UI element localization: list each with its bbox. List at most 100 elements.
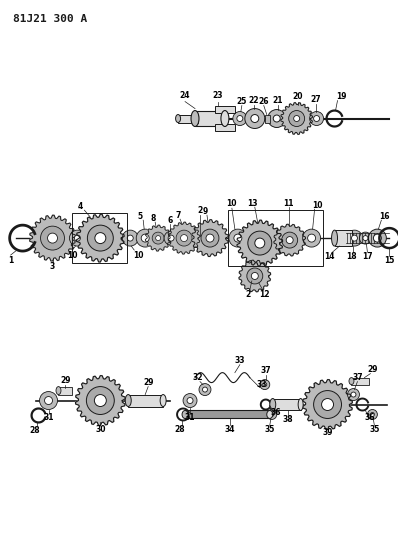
Bar [215,125,235,132]
Circle shape [122,230,138,246]
Circle shape [268,110,286,127]
Circle shape [187,398,193,403]
Polygon shape [192,220,228,256]
Text: 8: 8 [150,214,156,223]
Circle shape [229,229,247,247]
Circle shape [248,231,272,255]
Circle shape [69,230,85,246]
Circle shape [255,238,265,248]
Text: 15: 15 [384,255,395,264]
Circle shape [41,226,65,250]
Circle shape [233,111,247,125]
Text: 37: 37 [261,366,271,375]
Text: 21: 21 [273,96,283,105]
Circle shape [181,235,188,241]
Ellipse shape [298,399,303,410]
Text: 36: 36 [364,413,375,422]
Ellipse shape [191,110,199,126]
Circle shape [152,232,164,244]
Circle shape [251,272,258,279]
Circle shape [95,394,106,407]
Text: 6: 6 [168,216,173,225]
Text: 24: 24 [180,91,190,100]
Text: 28: 28 [175,425,186,434]
Bar [73,213,127,263]
Text: 30: 30 [95,425,106,434]
Text: 19: 19 [336,92,347,101]
Circle shape [352,235,358,241]
Circle shape [127,235,133,241]
Text: 2: 2 [245,290,251,300]
Text: 10: 10 [312,201,323,209]
Circle shape [282,232,298,248]
Circle shape [245,109,265,128]
Ellipse shape [349,377,354,385]
Polygon shape [145,225,171,251]
Circle shape [156,236,161,240]
Ellipse shape [160,394,166,407]
Text: 12: 12 [259,290,270,300]
Ellipse shape [270,399,276,410]
Bar [334,230,352,246]
Ellipse shape [182,410,188,418]
Circle shape [251,115,259,123]
Text: 37: 37 [352,373,363,382]
Circle shape [289,110,304,126]
Text: 17: 17 [362,252,373,261]
Circle shape [314,116,320,122]
Ellipse shape [56,386,61,394]
Text: 9: 9 [202,207,207,216]
Text: 18: 18 [346,252,357,261]
Circle shape [202,387,207,392]
Polygon shape [239,260,271,292]
Circle shape [294,116,300,122]
Circle shape [263,383,267,386]
Circle shape [286,237,293,244]
Ellipse shape [176,115,181,123]
Circle shape [273,115,280,122]
Polygon shape [237,220,282,266]
Text: 10: 10 [227,199,237,208]
Circle shape [87,386,114,415]
Circle shape [47,233,57,243]
Bar [215,106,235,112]
Bar [265,115,270,123]
Circle shape [75,235,81,241]
Text: 81J21 300 A: 81J21 300 A [13,14,87,24]
Polygon shape [274,224,306,256]
Text: 32: 32 [193,373,203,382]
Circle shape [373,234,381,242]
Text: 35: 35 [369,425,379,434]
Text: 10: 10 [133,251,144,260]
Text: 29: 29 [143,378,154,387]
Text: 34: 34 [225,425,235,434]
Circle shape [267,409,277,419]
Circle shape [368,229,386,247]
Circle shape [247,268,263,284]
Circle shape [308,234,316,242]
Text: 10: 10 [67,251,78,260]
Text: 14: 14 [324,252,335,261]
Circle shape [176,230,192,246]
Circle shape [95,232,106,244]
Bar [128,394,163,407]
Ellipse shape [332,230,338,246]
Text: 39: 39 [322,428,333,437]
Bar [185,410,270,418]
Circle shape [314,391,342,418]
Text: 33: 33 [235,356,245,365]
Circle shape [40,392,57,409]
Circle shape [237,116,243,122]
Bar [228,210,322,266]
Circle shape [348,389,359,400]
Circle shape [370,413,374,416]
Text: 29: 29 [367,365,377,374]
Bar [273,399,301,410]
Circle shape [302,229,320,247]
Circle shape [183,393,197,408]
Text: 13: 13 [247,199,258,208]
Bar [352,377,369,385]
Circle shape [201,229,219,247]
Text: 1: 1 [8,255,13,264]
Circle shape [164,231,178,245]
